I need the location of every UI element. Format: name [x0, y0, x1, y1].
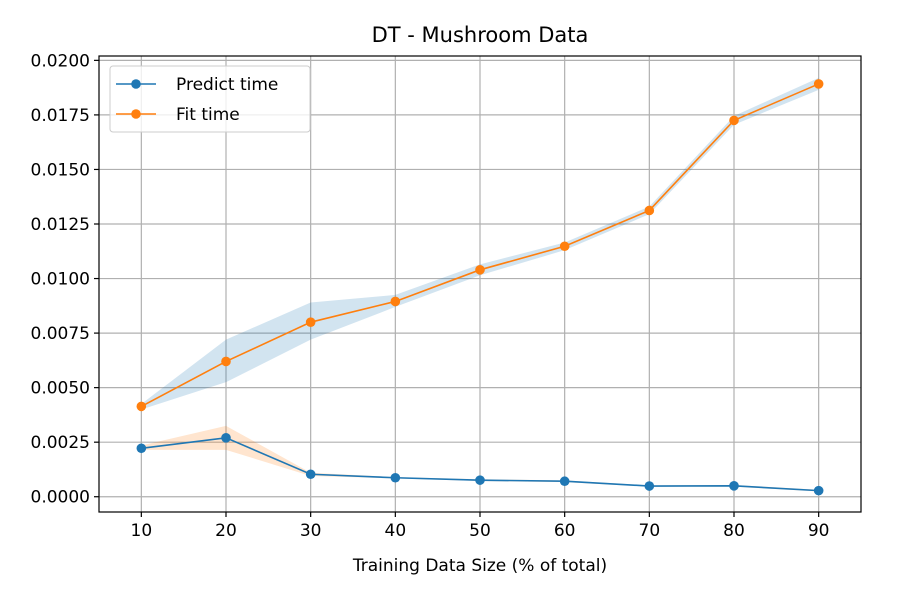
x-tick-label: 90	[808, 521, 830, 541]
data-point-fit-time	[305, 317, 316, 327]
data-point-fit-time	[644, 205, 655, 216]
x-tick-label: 60	[554, 521, 576, 541]
y-tick-label: 0.0050	[31, 379, 90, 399]
y-tick-label: 0.0100	[31, 270, 90, 290]
data-point-fit-time	[559, 241, 570, 252]
legend-box	[109, 65, 311, 133]
x-axis-title: Training Data Size (% of total)	[352, 556, 607, 576]
data-point-predict-time	[221, 433, 231, 443]
legend-swatch-marker	[131, 109, 141, 119]
legend-label: Fit time	[176, 105, 240, 125]
x-tick-label: 80	[723, 521, 745, 541]
data-point-fit-time	[221, 356, 231, 367]
data-point-predict-time	[644, 481, 655, 491]
data-point-fit-time	[729, 115, 739, 126]
legend-label: Predict time	[176, 75, 278, 95]
y-tick-label: 0.0125	[31, 215, 90, 235]
x-tick-label: 70	[639, 521, 661, 541]
data-point-predict-time	[390, 472, 401, 483]
y-tick-label: 0.0025	[31, 433, 90, 453]
y-axis-ticks: 0.0000 0.0025 0.0050 0.0075 0.0100 0.0125 0.01…	[31, 51, 99, 508]
data-point-fit-time	[813, 79, 824, 89]
data-point-predict-time	[729, 481, 739, 491]
legend-swatch-marker	[131, 79, 141, 89]
data-point-fit-time	[475, 265, 485, 275]
y-tick-label: 0.0175	[31, 106, 90, 126]
data-point-fit-time	[390, 296, 401, 307]
data-point-predict-time	[475, 475, 485, 485]
x-tick-label: 10	[131, 521, 153, 541]
y-tick-label: 0.0000	[31, 488, 90, 508]
data-point-predict-time	[305, 469, 316, 480]
x-tick-label: 50	[469, 521, 491, 541]
y-tick-label: 0.0150	[31, 160, 90, 180]
data-point-fit-time	[136, 401, 147, 412]
x-axis-ticks: 10 20 30 40 50 60 70 80 90	[131, 512, 830, 541]
y-tick-label: 0.0075	[31, 324, 90, 344]
y-tick-label: 0.0200	[31, 51, 90, 71]
x-tick-label: 20	[215, 521, 237, 541]
data-point-predict-time	[136, 443, 147, 454]
legend: Predict time Fit time	[109, 65, 311, 133]
x-tick-label: 40	[385, 521, 407, 541]
chart-title: DT - Mushroom Data	[372, 23, 589, 47]
series-points	[136, 79, 824, 496]
data-point-predict-time	[813, 485, 824, 496]
x-tick-label: 30	[300, 521, 322, 541]
data-point-predict-time	[559, 476, 570, 487]
